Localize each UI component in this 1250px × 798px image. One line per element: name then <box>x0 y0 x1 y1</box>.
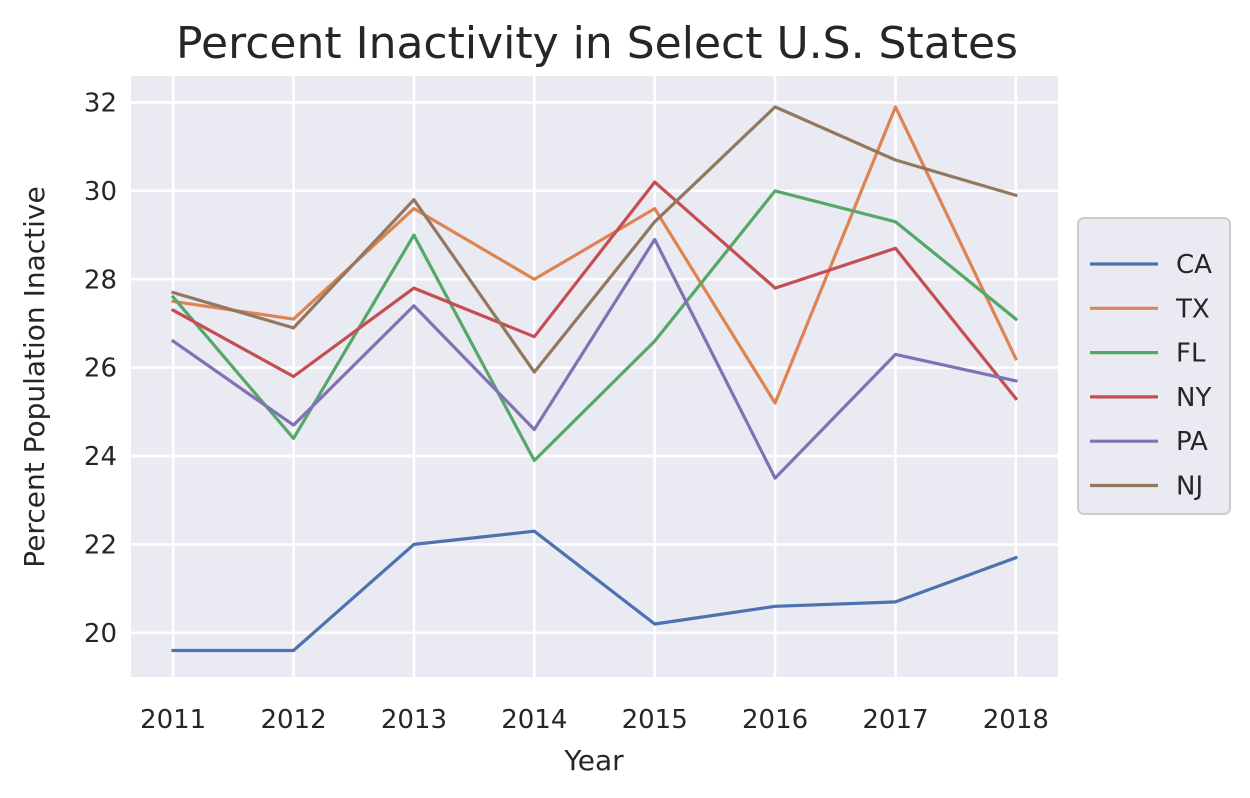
y-tick-label: 32 <box>84 89 117 119</box>
legend: CA TX FL NY PA NJ <box>1077 217 1231 515</box>
x-tick-label: 2011 <box>140 705 206 735</box>
series-line-pa <box>170 237 1018 480</box>
legend-label-fl: FL <box>1176 339 1206 369</box>
series-line-ca <box>171 529 1018 653</box>
x-tick-label: 2013 <box>381 705 447 735</box>
series-lines <box>170 105 1019 653</box>
series-line-tx <box>171 105 1019 405</box>
x-tick-label: 2012 <box>260 705 326 735</box>
legend-label-tx: TX <box>1175 294 1210 324</box>
x-tick-labels: 2011 2012 2013 2014 2015 2016 2017 2018 <box>140 705 1049 735</box>
x-tick-label: 2014 <box>501 705 567 735</box>
legend-label-nj: NJ <box>1176 472 1203 502</box>
x-tick-label: 2017 <box>862 705 928 735</box>
chart-title: Percent Inactivity in Select U.S. States <box>176 18 1018 69</box>
series-line-nj <box>171 105 1018 374</box>
y-tick-label: 22 <box>84 530 117 560</box>
y-tick-label: 26 <box>84 354 117 384</box>
grid-lines <box>131 76 1058 677</box>
legend-label-ca: CA <box>1176 250 1212 280</box>
y-axis-title: Percent Population Inactive <box>18 186 51 567</box>
series-line-ny <box>170 180 1019 401</box>
y-tick-labels: 20 22 24 26 28 30 32 <box>84 89 117 649</box>
x-tick-label: 2016 <box>742 705 808 735</box>
x-tick-label: 2018 <box>983 705 1049 735</box>
y-tick-label: 24 <box>84 442 117 472</box>
x-axis-title: Year <box>563 744 624 777</box>
legend-label-ny: NY <box>1176 383 1211 413</box>
y-tick-label: 28 <box>84 265 117 295</box>
y-tick-label: 30 <box>84 177 117 207</box>
y-tick-label: 20 <box>84 619 117 649</box>
legend-label-pa: PA <box>1176 427 1208 457</box>
x-tick-label: 2015 <box>622 705 688 735</box>
